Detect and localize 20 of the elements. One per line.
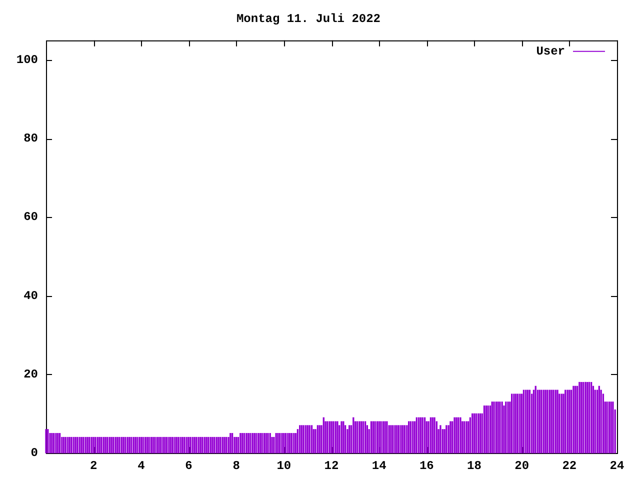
y-tick-label: 60 bbox=[24, 210, 38, 224]
x-tick-label: 2 bbox=[90, 459, 98, 474]
y-tick-label: 100 bbox=[16, 53, 38, 68]
x-tick-label: 22 bbox=[562, 459, 577, 474]
x-tick-label: 14 bbox=[372, 459, 386, 474]
x-tick-label: 10 bbox=[276, 459, 292, 474]
y-tick-label: 20 bbox=[24, 367, 38, 382]
y-tick-label: 80 bbox=[24, 132, 38, 146]
x-tick-label: 16 bbox=[419, 459, 434, 474]
x-tick-label: 6 bbox=[185, 459, 192, 474]
x-tick-label: 24 bbox=[610, 459, 624, 474]
x-tick-label: 20 bbox=[514, 459, 530, 474]
x-tick-label: 8 bbox=[232, 459, 240, 474]
text: User bbox=[536, 44, 565, 58]
y-tick-label: 0 bbox=[30, 446, 38, 460]
x-tick-label: 12 bbox=[324, 459, 339, 474]
x-tick-label: 18 bbox=[467, 459, 482, 474]
y-tick-label: 40 bbox=[24, 288, 38, 303]
x-tick-label: 4 bbox=[138, 459, 145, 474]
chart-title: Montag 11. Juli 2022 bbox=[236, 12, 381, 26]
